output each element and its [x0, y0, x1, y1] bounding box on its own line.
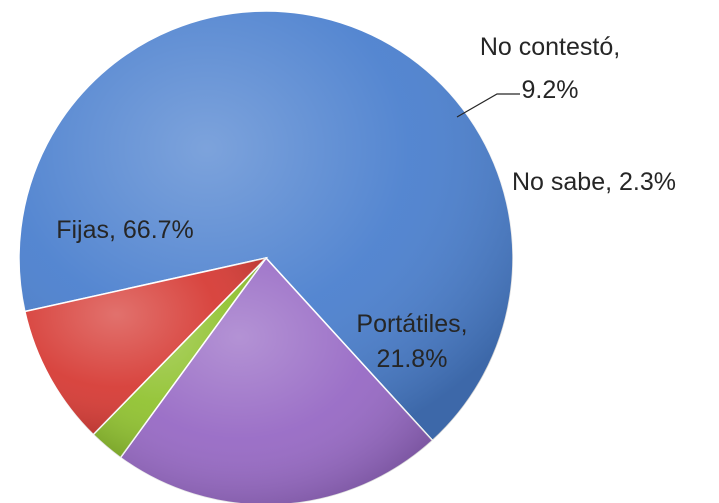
data-label-no-contesto: No contestó,: [480, 33, 620, 61]
data-label-fijas: Fijas, 66.7%: [56, 216, 194, 244]
data-label-no-contesto-line2: 9.2%: [522, 76, 579, 104]
data-label-no-sabe: No sabe, 2.3%: [512, 168, 676, 196]
leader-line-no-contesto: [456, 93, 520, 118]
leader-lines: [456, 93, 520, 118]
data-label-portatiles: Portátiles,: [356, 310, 467, 338]
data-label-portatiles-line2: 21.8%: [377, 345, 448, 373]
pie-slices: [18, 10, 514, 503]
data-labels: Fijas, 66.7% Portátiles, 21.8% No sabe, 2.3…: [56, 33, 676, 373]
